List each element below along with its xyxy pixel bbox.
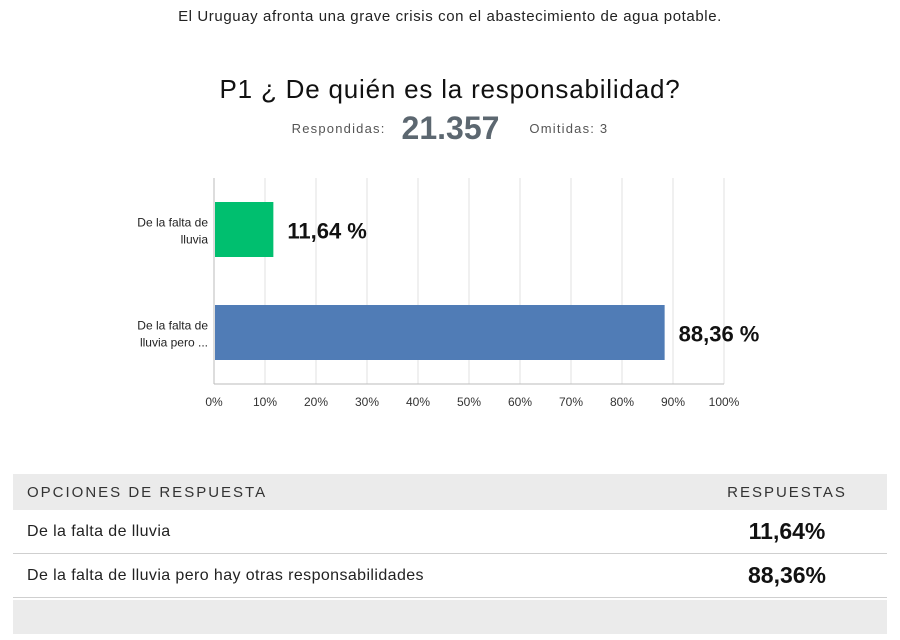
table-row: De la falta de lluvia pero hay otras res… (13, 554, 887, 598)
bar-chart: 0% 10% 20% 30% 40% 50% 60% 70% 80% 90% 100% 11,64 %… (137, 178, 760, 409)
skipped-label: Omitidas: 3 (529, 120, 609, 136)
x-tick-label: 100% (709, 395, 740, 409)
bar-value-label: 11,64 % (287, 219, 367, 244)
x-tick-label: 90% (661, 395, 685, 409)
row-value: 11,64% (748, 518, 826, 544)
row-option: De la falta de lluvia (27, 522, 171, 540)
x-tick-label: 80% (610, 395, 634, 409)
x-tick-label: 10% (253, 395, 277, 409)
category-label: De la falta de lluvia (137, 216, 208, 247)
survey-subtitle: El Uruguay afronta una grave crisis con … (178, 8, 722, 25)
x-tick-label: 30% (355, 395, 379, 409)
x-tick-label: 20% (304, 395, 328, 409)
table-header: OPCIONES DE RESPUESTA RESPUESTAS (13, 474, 887, 510)
x-tick-label: 0% (205, 395, 223, 409)
question-title: P1 ¿ De quién es la responsabilidad? (219, 74, 681, 104)
x-tick-label: 70% (559, 395, 583, 409)
x-tick-label: 50% (457, 395, 481, 409)
options-header: OPCIONES DE RESPUESTA (27, 483, 268, 501)
answered-label: Respondidas: (291, 120, 386, 136)
answered-count: 21.357 (401, 109, 500, 146)
row-value: 88,36% (747, 562, 826, 588)
bar-value-label: 88,36 % (679, 322, 760, 347)
category-label: De la falta de lluvia pero ... (137, 319, 208, 350)
responses-header: RESPUESTAS (727, 483, 847, 501)
response-stats: Respondidas: 21.357 Omitidas: 3 (0, 108, 900, 148)
x-tick-label: 40% (406, 395, 430, 409)
table-row: De la falta de lluvia 11,64% (13, 510, 887, 554)
bar (215, 305, 665, 360)
results-table: OPCIONES DE RESPUESTA RESPUESTAS De la f… (13, 474, 887, 634)
row-option: De la falta de lluvia pero hay otras res… (27, 566, 424, 584)
table-footer (13, 600, 887, 634)
bar (215, 202, 274, 257)
x-tick-label: 60% (508, 395, 532, 409)
